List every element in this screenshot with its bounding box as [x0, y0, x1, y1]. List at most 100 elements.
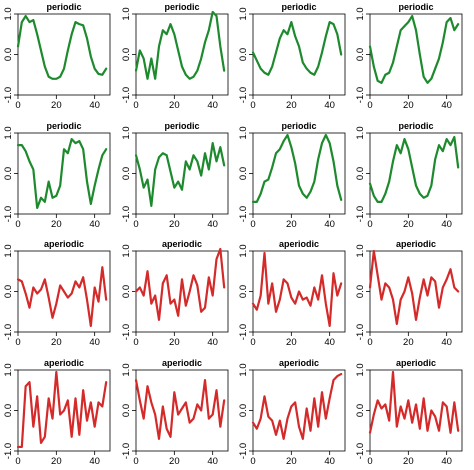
y-tick-label: 0.0	[3, 167, 14, 180]
y-tick-label: 1.0	[238, 7, 249, 20]
panel-3: periodic 0 20 40 -1.0 0.0 1.0	[238, 2, 346, 111]
panel-title: aperiodic	[162, 239, 202, 249]
y-tick-label: 1.0	[3, 244, 14, 257]
x-tick-label: 0	[133, 100, 138, 111]
y-tick-label: 0.0	[355, 285, 366, 298]
panel-4: periodic 0 20 40 -1.0 0.0 1.0	[355, 2, 463, 111]
y-tick-label: -1.0	[121, 324, 132, 340]
x-tick-label: 20	[286, 456, 297, 467]
x-tick-label: 0	[367, 456, 372, 467]
panel-2: periodic 0 20 40 -1.0 0.0 1.0	[121, 2, 229, 111]
panel-title: aperiodic	[279, 358, 319, 368]
panel-16: aperiodic 0 20 40 -1.0 0.0 1.0	[355, 358, 463, 467]
panel-10: aperiodic 0 20 40 -1.0 0.0 1.0	[121, 239, 229, 348]
y-tick-label: 0.0	[121, 167, 132, 180]
series-line-periodic	[134, 142, 226, 207]
x-tick-label: 40	[324, 337, 335, 348]
plot-frame	[369, 132, 463, 215]
panel-title: periodic	[281, 121, 316, 131]
x-tick-label: 20	[51, 100, 62, 111]
panel-15: aperiodic 0 20 40 -1.0 0.0 1.0	[238, 358, 346, 467]
x-tick-label: 40	[89, 456, 100, 467]
series-line-aperiodic	[251, 251, 343, 328]
x-tick-label: 40	[324, 100, 335, 111]
x-tick-label: 0	[133, 456, 138, 467]
panel-title: aperiodic	[162, 358, 202, 368]
series-line-periodic	[16, 14, 108, 80]
series-line-aperiodic	[251, 372, 343, 440]
x-tick-label: 0	[133, 337, 138, 348]
y-tick-label: -1.0	[355, 443, 366, 459]
y-tick-label: -1.0	[355, 206, 366, 222]
x-tick-label: 20	[403, 456, 414, 467]
panel-13: aperiodic 0 20 40 -1.0 0.0 1.0	[3, 358, 111, 467]
series-line-periodic	[368, 135, 460, 203]
y-tick-label: -1.0	[355, 87, 366, 103]
x-tick-label: 0	[250, 219, 255, 230]
x-tick-label: 0	[15, 456, 20, 467]
x-tick-label: 20	[51, 219, 62, 230]
panel-title: periodic	[46, 2, 81, 12]
y-tick-label: 0.0	[121, 285, 132, 298]
y-tick-label: 1.0	[121, 7, 132, 20]
y-tick-label: 0.0	[238, 404, 249, 417]
y-tick-label: 1.0	[3, 7, 14, 20]
x-tick-label: 40	[441, 456, 452, 467]
series-line-periodic	[16, 137, 108, 210]
y-tick-label: -1.0	[3, 206, 14, 222]
x-tick-label: 40	[441, 337, 452, 348]
panel-title: periodic	[281, 2, 316, 12]
y-tick-label: -1.0	[121, 87, 132, 103]
y-tick-label: 1.0	[3, 363, 14, 376]
y-tick-label: -1.0	[238, 324, 249, 340]
x-tick-label: 40	[89, 219, 100, 230]
y-tick-label: 1.0	[3, 126, 14, 139]
x-tick-label: 20	[51, 456, 62, 467]
x-tick-label: 40	[441, 219, 452, 230]
y-tick-label: -1.0	[3, 443, 14, 459]
y-tick-label: 1.0	[121, 126, 132, 139]
panel-6: periodic 0 20 40 -1.0 0.0 1.0	[121, 121, 229, 230]
panel-14: aperiodic 0 20 40 -1.0 0.0 1.0	[121, 358, 229, 467]
series-line-periodic	[251, 21, 343, 76]
y-tick-label: 1.0	[355, 363, 366, 376]
series-line-aperiodic	[134, 247, 226, 321]
y-tick-label: 1.0	[355, 126, 366, 139]
y-tick-label: 0.0	[121, 404, 132, 417]
panel-title: periodic	[398, 121, 433, 131]
panel-1: periodic 0 20 40 -1.0 0.0 1.0	[3, 2, 111, 111]
y-tick-label: 0.0	[3, 285, 14, 298]
plot-frame	[17, 13, 111, 96]
x-tick-label: 20	[286, 219, 297, 230]
x-tick-label: 40	[324, 456, 335, 467]
y-tick-label: -1.0	[121, 206, 132, 222]
y-tick-label: 1.0	[238, 244, 249, 257]
y-tick-label: 0.0	[3, 48, 14, 61]
y-tick-label: 1.0	[121, 363, 132, 376]
x-tick-label: 40	[207, 337, 218, 348]
y-tick-label: 0.0	[238, 285, 249, 298]
y-tick-label: 0.0	[355, 167, 366, 180]
y-tick-label: 0.0	[238, 48, 249, 61]
series-line-aperiodic	[368, 249, 460, 325]
x-tick-label: 0	[250, 337, 255, 348]
x-tick-label: 0	[15, 219, 20, 230]
y-tick-label: -1.0	[3, 87, 14, 103]
y-tick-label: 1.0	[355, 7, 366, 20]
x-tick-label: 40	[207, 219, 218, 230]
panel-5: periodic 0 20 40 -1.0 0.0 1.0	[3, 121, 111, 230]
y-tick-label: -1.0	[121, 443, 132, 459]
y-tick-label: 0.0	[238, 167, 249, 180]
x-tick-label: 40	[324, 219, 335, 230]
x-tick-label: 20	[286, 100, 297, 111]
panel-title: aperiodic	[279, 239, 319, 249]
y-tick-label: 1.0	[238, 126, 249, 139]
panel-title: periodic	[164, 2, 199, 12]
y-tick-label: -1.0	[238, 206, 249, 222]
panel-title: periodic	[398, 2, 433, 12]
x-tick-label: 0	[133, 219, 138, 230]
y-tick-label: 1.0	[355, 244, 366, 257]
panel-9: aperiodic 0 20 40 -1.0 0.0 1.0	[3, 239, 111, 348]
x-tick-label: 20	[403, 337, 414, 348]
